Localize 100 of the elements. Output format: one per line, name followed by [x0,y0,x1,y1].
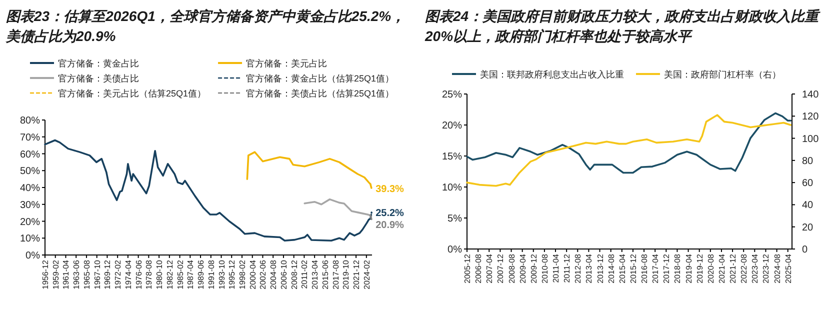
x-tick-label: 2009-12 [529,253,538,284]
x-tick-label: 1980-10 [155,259,164,290]
x-tick-label: 1978-08 [144,259,154,290]
x-tick-label: 2016-08 [640,253,650,284]
line-series [466,112,792,174]
y-tick-label: 40% [20,183,40,194]
y-tick-label: 0% [448,244,462,256]
x-tick-label: 2017-04 [651,253,660,284]
y2-tick-label: 80 [802,156,814,167]
x-tick-label: 2015-06 [320,259,330,290]
x-tick-label: 2012-08 [574,253,583,284]
x-tick-label: 1967-10 [92,259,102,290]
x-tick-label: 1959-02 [51,259,60,290]
x-tick-label: 1989-06 [196,259,206,290]
y2-tick-label: 20 [802,222,814,234]
y2-tick-label: 140 [802,90,820,100]
x-tick-label: 1963-06 [72,259,82,290]
x-tick-label: 2007-12 [496,253,506,284]
legend-label: 美国：联邦政府利息支出占收入比重 [480,70,624,80]
x-tick-label: 1974-04 [124,259,133,290]
y-tick-label: 30% [20,200,40,211]
x-tick-label: 1956-12 [41,259,50,290]
legend-label: 官方储备：美债占比 [58,74,139,84]
line-series [304,198,372,216]
y-tick-label: 70% [20,132,40,144]
y2-tick-label: 100 [802,134,820,145]
legend-label: 美国：政府部门杠杆率（右） [664,70,781,80]
x-tick-label: 2000-04 [248,259,258,290]
x-tick-label: 2019-10 [342,259,351,290]
x-tick-label: 2021-12 [352,259,362,290]
x-tick-label: 2006-10 [279,259,288,290]
x-tick-label: 1965-08 [82,259,92,290]
x-tick-label: 2009-04 [518,253,528,284]
annotation: 20.9% [376,220,404,231]
x-tick-label: 2013-04 [310,259,320,290]
legend-label: 官方储备：美元占比（估算25Q1值） [58,88,206,98]
y-tick-label: 60% [20,149,40,160]
annotation: 39.3% [376,184,404,196]
x-tick-label: 2007-04 [485,253,494,284]
x-tick-label: 2013-12 [596,253,605,284]
y-tick-label: 15% [442,152,462,162]
x-tick-label: 2019-04 [684,253,694,284]
x-tick-label: 2015-12 [628,253,638,284]
y-tick-label: 0% [26,250,40,262]
x-tick-label: 1998-02 [238,259,247,290]
x-tick-label: 1969-12 [103,259,112,290]
y-tick-label: 10% [442,182,462,194]
x-tick-label: 2023-12 [762,253,771,284]
line-series [466,114,792,187]
y2-tick-label: 60 [802,178,814,190]
y-tick-label: 5% [448,214,462,224]
x-tick-label: 2017-08 [331,259,340,290]
x-tick-label: 2011-04 [552,253,561,283]
y-tick-label: 25% [442,90,462,100]
y2-tick-label: 0 [802,244,808,256]
legend-label: 官方储备：黄金占比（估算25Q1值） [246,74,394,84]
x-tick-label: 2021-04 [717,253,726,284]
legend-label: 官方储备：黄金占比 [58,58,139,68]
x-tick-label: 2008-12 [290,259,299,290]
x-tick-label: 2019-12 [695,253,704,284]
x-tick-label: 2015-04 [618,253,627,284]
x-tick-label: 1961-04 [62,259,71,290]
x-tick-label: 2017-12 [662,253,672,284]
x-tick-label: 2024-08 [772,253,782,284]
y-tick-label: 20% [442,120,462,132]
x-tick-label: 2023-04 [750,253,760,284]
x-tick-label: 1982-12 [165,259,174,290]
legend-label: 官方储备：美债占比（估算25Q1值） [246,88,394,98]
x-tick-label: 1985-02 [176,259,185,290]
x-tick-label: 2002-06 [258,259,268,290]
x-tick-label: 2011-12 [562,253,572,283]
x-tick-label: 2018-08 [673,253,682,284]
chart-title: 图表24：美国政府目前财政压力较大，政府支出占财政收入比重20%以上，政府部门杠杆率也处于较高水平 [425,7,822,46]
x-tick-label: 1993-10 [217,259,226,290]
x-tick-label: 2011-02 [300,259,310,289]
x-tick-label: 2008-08 [507,253,516,284]
x-tick-label: 2005-12 [463,253,472,284]
annotation: 25.2% [376,208,404,219]
x-tick-label: 1972-02 [114,259,123,290]
chart-title: 图表23：估算至2026Q1，全球官方储备资产中黄金占比25.2%，美债占比为20.9% [6,7,406,46]
legend-label: 官方储备：美元占比 [246,58,328,68]
y2-tick-label: 120 [802,112,820,123]
y-tick-label: 10% [20,234,40,245]
x-tick-label: 2014-08 [606,253,616,284]
x-tick-label: 1995-12 [228,259,237,290]
x-tick-label: 1976-06 [134,259,144,290]
x-tick-label: 2022-08 [740,253,749,284]
x-tick-label: 2010-08 [540,253,550,284]
x-tick-label: 2020-08 [706,253,716,284]
x-tick-label: 2021-12 [728,253,738,284]
x-tick-label: 1991-08 [206,259,216,290]
y-tick-label: 20% [20,216,40,228]
y-tick-label: 80% [20,116,40,126]
x-tick-label: 2025-04 [784,253,793,284]
y-tick-label: 50% [20,166,40,178]
x-tick-label: 2024-02 [362,259,372,290]
x-tick-label: 2006-08 [474,253,484,284]
y2-tick-label: 40 [802,200,814,212]
x-tick-label: 1987-04 [186,259,196,290]
x-tick-label: 2013-04 [584,253,594,284]
